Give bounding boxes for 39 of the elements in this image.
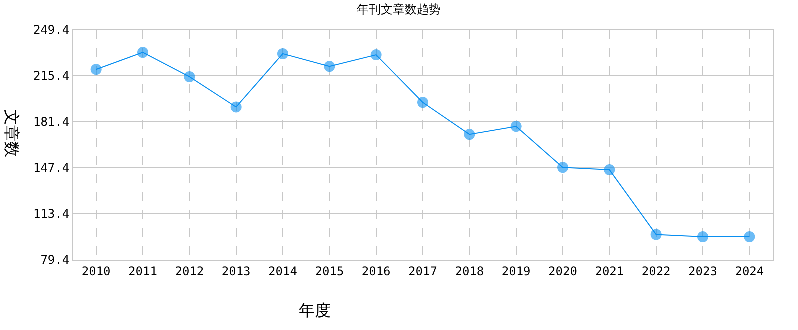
y-tick-label: 215.4 bbox=[33, 69, 70, 84]
x-tick-label: 2021 bbox=[595, 264, 624, 278]
x-tick-label: 2013 bbox=[222, 264, 251, 278]
point bbox=[418, 97, 428, 108]
y-tick-label: 147.4 bbox=[33, 161, 70, 176]
x-tick-label: 2020 bbox=[548, 264, 578, 278]
y-axis-title: 文章数 bbox=[2, 109, 22, 158]
point bbox=[604, 164, 616, 176]
chart-title: 年刊文章数趋势 bbox=[357, 2, 441, 16]
x-tick-label: 2024 bbox=[735, 264, 764, 278]
point bbox=[370, 50, 382, 61]
x-tick-label: 2016 bbox=[362, 264, 391, 278]
point bbox=[558, 162, 568, 174]
y-tick-label: 181.4 bbox=[33, 115, 70, 130]
point bbox=[278, 48, 288, 60]
x-tick-label: 2010 bbox=[82, 264, 111, 278]
point bbox=[510, 121, 522, 132]
x-tick-label: 2019 bbox=[502, 264, 531, 278]
x-tick-label: 2017 bbox=[408, 264, 438, 278]
point bbox=[90, 64, 102, 76]
point bbox=[698, 232, 708, 242]
x-tick-label: 2023 bbox=[688, 264, 718, 278]
point bbox=[650, 229, 662, 240]
y-tick-label: 113.4 bbox=[33, 207, 70, 222]
x-tick-label: 2018 bbox=[455, 264, 484, 278]
point bbox=[464, 129, 476, 140]
point bbox=[324, 61, 336, 72]
y-tick-label: 79.4 bbox=[40, 253, 70, 268]
y-tick-label: 249.4 bbox=[33, 23, 70, 38]
x-tick-label: 2015 bbox=[315, 264, 344, 278]
point bbox=[138, 47, 148, 58]
x-tick-label: 2014 bbox=[268, 264, 298, 278]
point bbox=[184, 71, 196, 82]
point bbox=[744, 232, 756, 242]
point bbox=[230, 102, 242, 113]
x-tick-label: 2012 bbox=[175, 264, 204, 278]
x-tick-label: 2011 bbox=[128, 264, 158, 278]
x-axis-title: 年度 bbox=[299, 301, 331, 320]
x-tick-label: 2022 bbox=[642, 264, 671, 278]
